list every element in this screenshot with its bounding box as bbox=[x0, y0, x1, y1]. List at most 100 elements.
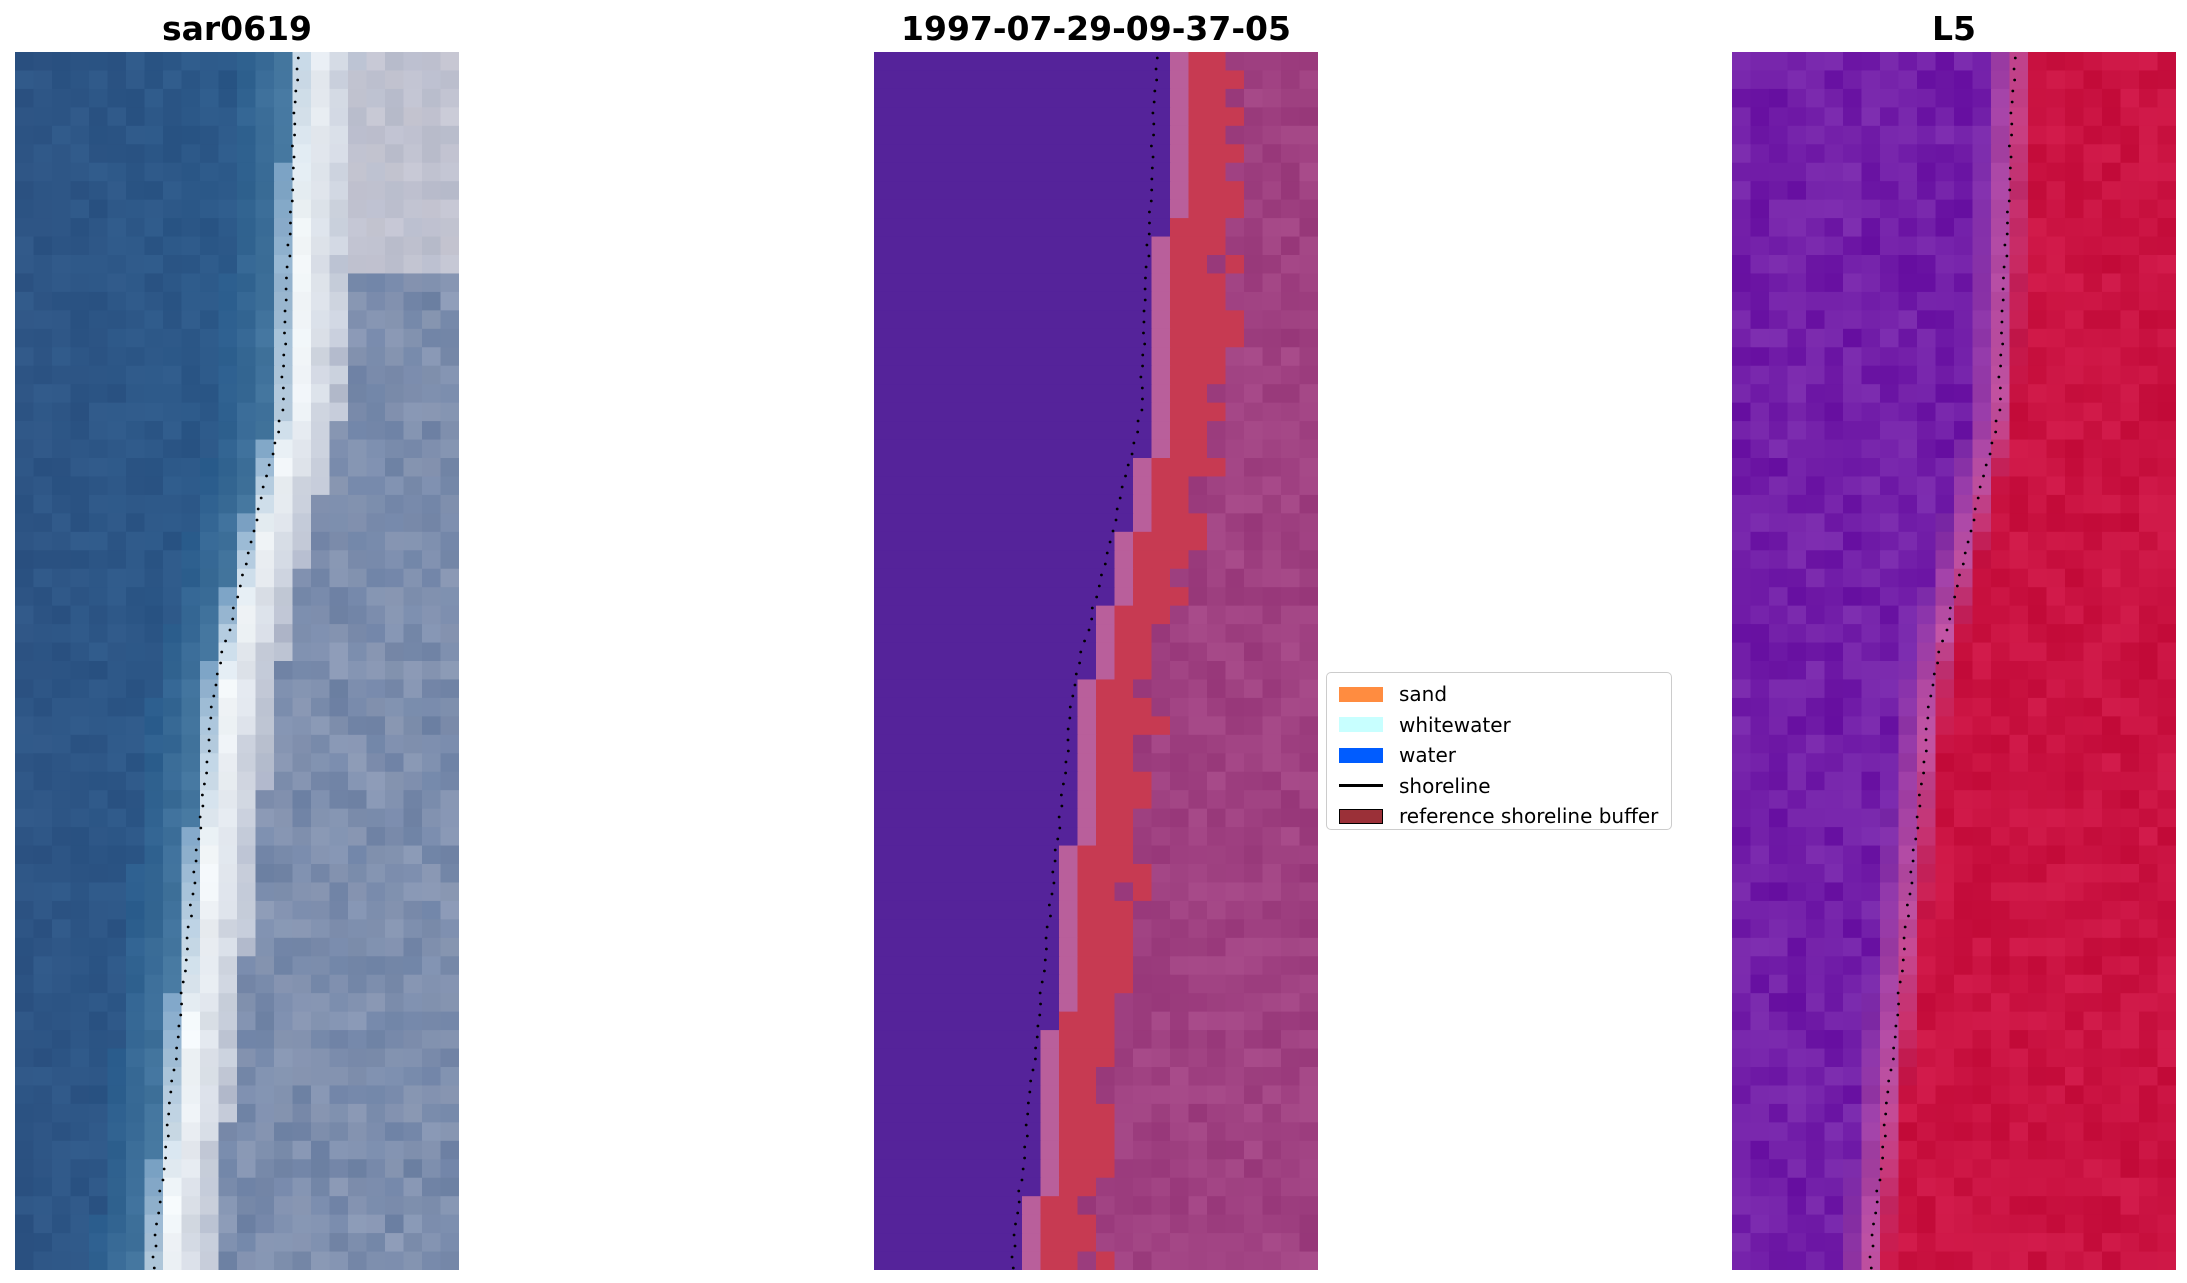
shoreline-point bbox=[1902, 947, 1906, 951]
shoreline-point bbox=[2006, 221, 2009, 225]
shoreline-point bbox=[2013, 56, 2017, 60]
shoreline-point bbox=[246, 551, 250, 555]
shoreline-point bbox=[1152, 133, 1155, 137]
index-image-panel bbox=[1732, 52, 2176, 1270]
reference-buffer-swatch bbox=[1339, 808, 1383, 824]
shoreline-point bbox=[1056, 837, 1060, 841]
shoreline-point bbox=[209, 705, 213, 709]
shoreline-point bbox=[284, 298, 288, 302]
shoreline-point bbox=[209, 716, 213, 720]
shoreline-point bbox=[151, 1255, 155, 1259]
shoreline-point bbox=[1151, 111, 1155, 115]
shoreline-point bbox=[185, 947, 189, 951]
shoreline-point bbox=[1917, 793, 1921, 797]
shoreline-point bbox=[2001, 287, 2005, 291]
shoreline-point bbox=[1955, 584, 1959, 588]
shoreline-point bbox=[291, 166, 295, 170]
shoreline-point bbox=[1918, 804, 1922, 808]
legend-label: sand bbox=[1399, 682, 1448, 707]
shoreline-point bbox=[1029, 1079, 1033, 1083]
shoreline-point bbox=[181, 980, 185, 984]
shoreline-point bbox=[212, 694, 216, 698]
shoreline-point bbox=[215, 672, 219, 676]
shoreline-point bbox=[2008, 177, 2012, 181]
panel-title-index: L5 bbox=[1932, 9, 1976, 48]
shoreline-point bbox=[1066, 727, 1070, 731]
shoreline-point bbox=[277, 430, 281, 434]
shoreline-point bbox=[1150, 166, 1154, 170]
shoreline-point bbox=[282, 397, 285, 401]
shoreline-point bbox=[2005, 254, 2009, 258]
shoreline-point bbox=[1038, 991, 1042, 995]
shoreline-point bbox=[1051, 870, 1055, 874]
shoreline-point bbox=[1924, 749, 1928, 753]
shoreline-point bbox=[1881, 1145, 1885, 1149]
shoreline-point bbox=[1155, 78, 1159, 82]
shoreline-point bbox=[1903, 925, 1907, 929]
shoreline-point bbox=[252, 529, 256, 533]
shoreline-point bbox=[1973, 507, 1977, 511]
shoreline-point bbox=[199, 826, 203, 830]
shoreline-point bbox=[1149, 199, 1153, 203]
shoreline-point bbox=[198, 815, 202, 819]
shoreline-point bbox=[1896, 991, 1900, 995]
shoreline-point bbox=[172, 1068, 176, 1072]
shoreline-point bbox=[1143, 342, 1147, 346]
shoreline-point bbox=[1907, 914, 1910, 918]
shoreline-point bbox=[153, 1233, 157, 1237]
shoreline-point bbox=[1919, 782, 1923, 786]
shoreline-point bbox=[236, 595, 240, 599]
shoreline-point bbox=[1044, 936, 1048, 940]
shoreline-point bbox=[1033, 1057, 1037, 1061]
legend-item-water: water bbox=[1333, 740, 1671, 771]
shoreline-point bbox=[1118, 496, 1122, 500]
shoreline-point bbox=[1898, 980, 1902, 984]
shoreline-point bbox=[285, 276, 288, 280]
shoreline-point bbox=[197, 837, 201, 841]
shoreline-point bbox=[1152, 100, 1156, 104]
shoreline-point bbox=[1999, 364, 2002, 368]
shoreline-point bbox=[1036, 1024, 1040, 1028]
shoreline-point bbox=[1875, 1200, 1879, 1204]
shoreline-point bbox=[1068, 716, 1072, 720]
shoreline-point bbox=[1012, 1233, 1016, 1237]
shoreline-point bbox=[1017, 1200, 1021, 1204]
shoreline-point bbox=[184, 958, 188, 962]
shoreline-point bbox=[1058, 826, 1062, 830]
shoreline-point bbox=[282, 364, 285, 368]
shoreline-point bbox=[1901, 958, 1905, 962]
shoreline-point bbox=[1152, 122, 1156, 126]
shoreline-point bbox=[1937, 650, 1941, 654]
shoreline-point bbox=[1961, 562, 1965, 566]
shoreline-point bbox=[2010, 100, 2014, 104]
shoreline-point bbox=[1064, 771, 1068, 775]
legend-label: water bbox=[1399, 743, 1456, 768]
shoreline-point bbox=[293, 100, 297, 104]
shoreline-point bbox=[1103, 562, 1107, 566]
shoreline-point bbox=[1059, 793, 1063, 797]
shoreline-point bbox=[1901, 969, 1904, 973]
shoreline-point bbox=[2000, 309, 2004, 313]
water-swatch bbox=[1339, 747, 1383, 763]
shoreline-point bbox=[157, 1211, 161, 1215]
shoreline-point bbox=[1926, 705, 1930, 709]
shoreline-point bbox=[1140, 386, 1144, 390]
legend-item-sand: sand bbox=[1333, 679, 1671, 710]
shoreline-point bbox=[1141, 364, 1144, 368]
shoreline-point bbox=[1148, 221, 1151, 225]
shoreline-point bbox=[1998, 386, 2002, 390]
shoreline-point bbox=[1147, 232, 1151, 236]
shoreline-point bbox=[2002, 265, 2006, 269]
shoreline-point bbox=[1948, 617, 1952, 621]
shoreline-point bbox=[285, 265, 289, 269]
shoreline-point bbox=[2012, 67, 2016, 71]
shoreline-point bbox=[293, 122, 297, 126]
shoreline-point bbox=[2009, 155, 2013, 159]
shoreline-point bbox=[176, 1035, 180, 1039]
shoreline-point bbox=[1926, 716, 1930, 720]
shoreline-point bbox=[1024, 1123, 1028, 1127]
shoreline-point bbox=[1025, 1134, 1029, 1138]
shoreline-point bbox=[256, 507, 260, 511]
shoreline-point bbox=[1882, 1123, 1886, 1127]
shoreline-point bbox=[1958, 573, 1961, 577]
